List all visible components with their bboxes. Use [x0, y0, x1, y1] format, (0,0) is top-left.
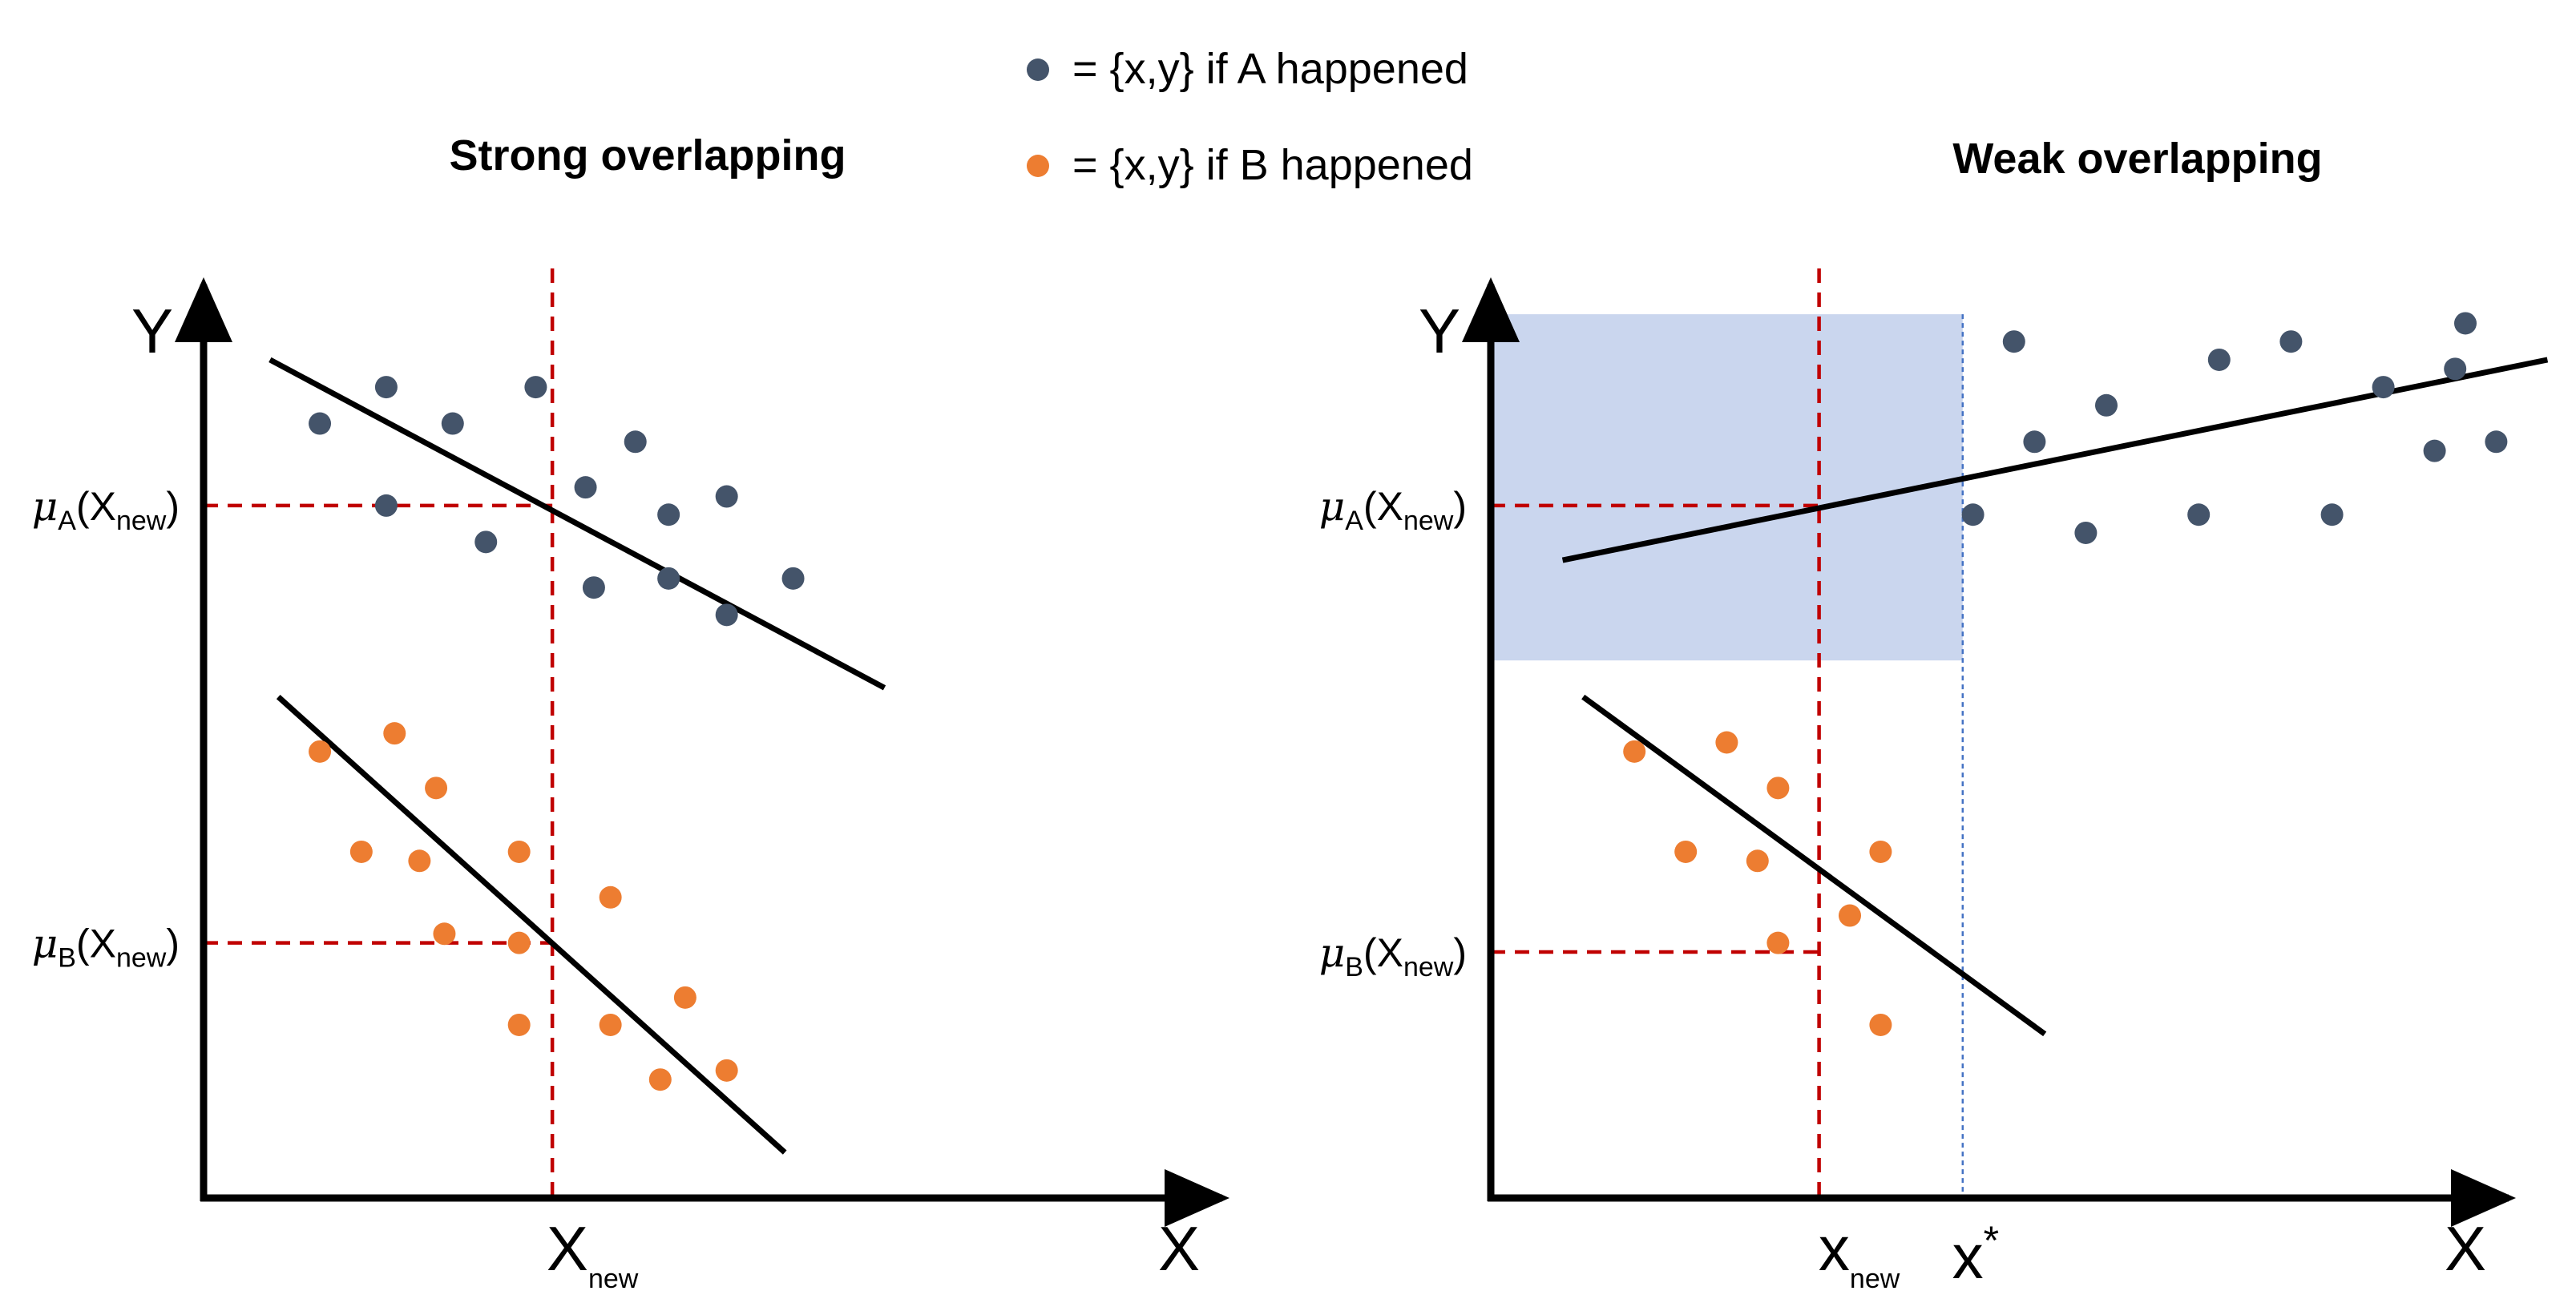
x-tick-xstar: x* [1952, 1218, 1999, 1292]
data-point-a [2423, 439, 2446, 462]
chart-title: Strong overlapping [449, 131, 846, 180]
x-axis-label: X [2445, 1213, 2486, 1284]
data-point-a [582, 576, 605, 599]
data-point-b [433, 922, 456, 946]
data-point-a [2207, 348, 2231, 371]
data-point-a [2023, 430, 2046, 454]
data-point-b [1839, 904, 1861, 927]
fit-line-b [1581, 694, 2047, 1037]
data-point-a [2444, 357, 2467, 381]
shaded-region [1491, 314, 1963, 661]
data-point-b [1623, 740, 1646, 763]
y-axis-label: Y [131, 296, 173, 366]
data-point-b [349, 840, 373, 863]
legend: = {x,y} if A happened = {x,y} if B happe… [1027, 45, 1473, 189]
data-point-a [2485, 430, 2508, 454]
data-point-a [624, 430, 647, 454]
data-point-b [1869, 840, 1892, 863]
data-point-b [1766, 777, 1790, 800]
data-point-b [1715, 731, 1738, 754]
data-point-a [2454, 312, 2477, 335]
data-point-b [599, 1013, 622, 1036]
data-point-b [507, 1013, 531, 1036]
data-point-a [2187, 503, 2211, 526]
chart-title: Weak overlapping [1952, 135, 2322, 183]
data-point-a [657, 567, 680, 590]
data-point-b [1746, 849, 1769, 873]
data-point-b [1766, 931, 1790, 954]
legend-marker-A [1027, 58, 1049, 81]
data-point-b [408, 849, 431, 873]
data-point-a [2095, 393, 2118, 417]
legend-marker-B [1027, 155, 1049, 177]
data-point-a [2074, 521, 2098, 544]
x-tick-xnew: xnew [1819, 1213, 1900, 1294]
data-point-b [309, 740, 332, 763]
data-point-b [507, 931, 531, 954]
data-point-a [309, 412, 332, 435]
data-point-b [673, 986, 696, 1009]
data-point-b [507, 840, 531, 863]
data-point-b [1869, 1013, 1892, 1036]
y-tick-mu-b: μB(Xnew) [1319, 930, 1467, 982]
data-point-a [715, 485, 738, 508]
x-tick-xnew: Xnew [547, 1213, 639, 1294]
data-point-b [599, 885, 622, 909]
x-axis-label: X [1158, 1213, 1200, 1284]
data-point-a [2372, 376, 2395, 399]
data-point-a [574, 476, 597, 499]
data-point-a [2279, 330, 2303, 353]
y-tick-mu-b: μB(Xnew) [32, 921, 180, 974]
data-point-b [383, 722, 406, 745]
panel-strong-overlapping: Strong overlapping Y X Xnew μA(Xnew) μB(… [32, 131, 1229, 1294]
data-point-a [524, 376, 547, 399]
data-point-a [441, 412, 464, 435]
data-point-a [2320, 503, 2344, 526]
y-tick-mu-a: μA(Xnew) [32, 483, 180, 536]
data-point-a [781, 567, 805, 590]
data-point-a [715, 603, 738, 627]
data-point-a [374, 494, 398, 517]
data-point-a [2002, 330, 2025, 353]
data-point-a [474, 530, 498, 554]
fit-line-a [269, 357, 886, 691]
y-axis-label: Y [1419, 296, 1460, 366]
legend-label-B: = {x,y} if B happened [1072, 141, 1473, 189]
data-point-b [1674, 840, 1698, 863]
data-point-b [648, 1068, 672, 1091]
y-tick-mu-a: μA(Xnew) [1319, 483, 1467, 536]
fit-line-b [276, 695, 787, 1155]
data-point-a [657, 503, 680, 526]
data-point-b [425, 777, 448, 800]
data-point-b [715, 1059, 738, 1082]
panel-weak-overlapping: Weak overlapping Y X xnew x* μA(Xnew) μB… [1319, 135, 2549, 1294]
data-point-a [374, 376, 398, 399]
legend-label-A: = {x,y} if A happened [1072, 45, 1468, 93]
data-point-a [1961, 503, 1984, 526]
